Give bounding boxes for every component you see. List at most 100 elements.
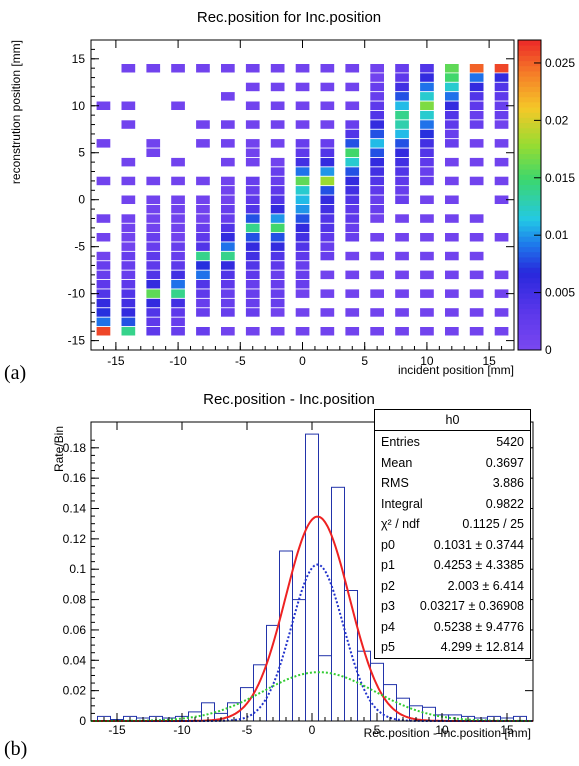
heatmap-cell	[370, 148, 384, 157]
heatmap-cell	[245, 261, 260, 270]
heatmap-cell	[469, 64, 484, 73]
heatmap-cell	[494, 176, 509, 186]
colorbar-segment	[518, 122, 541, 129]
heatmap-cell	[445, 101, 459, 110]
heatmap-cell	[345, 289, 360, 298]
colorbar-segment	[518, 164, 541, 170]
heatmap-cell	[370, 308, 384, 317]
stats-key: p1	[381, 558, 395, 572]
colorbar-segment	[518, 81, 541, 87]
histogram-x-tick-label: 10	[435, 723, 449, 737]
heatmap-cell	[445, 82, 459, 92]
histogram-y-tick-label: 0.02	[63, 684, 87, 698]
heatmap-cell	[146, 280, 161, 289]
heatmap-cell	[494, 110, 509, 120]
heatmap-cell	[270, 280, 285, 289]
heatmap-cell	[295, 308, 310, 317]
heatmap-cell	[469, 139, 484, 148]
heatmap-cell	[295, 82, 310, 92]
heatmap-cell	[171, 261, 185, 270]
stats-value: 0.03217 ± 0.36908	[419, 599, 524, 613]
heatmap-cell	[221, 139, 235, 148]
heatmap-x-tick-label: -5	[235, 354, 246, 368]
heatmap-cell	[445, 251, 459, 261]
stats-key: χ² / ndf	[381, 517, 420, 531]
heatmap-cell	[420, 120, 434, 129]
heatmap-cell	[445, 289, 459, 298]
histogram-bin	[383, 684, 397, 722]
heatmap-cell	[370, 167, 384, 176]
heatmap-cell	[121, 176, 136, 186]
stats-value: 0.9822	[485, 496, 524, 511]
colorbar-segment	[518, 189, 541, 196]
heatmap-cell	[345, 204, 360, 214]
heatmap-cell	[345, 167, 360, 176]
heatmap-cell	[320, 176, 335, 186]
heatmap-cell	[121, 195, 136, 204]
heatmap-cell	[469, 214, 484, 223]
heatmap-cell	[469, 233, 484, 242]
colorbar-segment	[518, 344, 541, 351]
heatmap-cell	[171, 176, 185, 186]
heatmap-cell	[445, 139, 459, 148]
heatmap-cell	[370, 251, 384, 261]
colorbar-segment	[518, 329, 541, 335]
heatmap-cell	[121, 317, 136, 327]
stats-row: p2 2.003 ± 6.414	[381, 578, 524, 594]
heatmap-cell	[370, 176, 384, 186]
colorbar-segment	[518, 324, 541, 330]
stats-value: 2.003 ± 6.414	[447, 578, 524, 593]
heatmap-cell	[445, 157, 459, 167]
colorbar-segment	[518, 45, 541, 51]
heatmap-x-tick-label: 15	[482, 354, 496, 368]
heatmap-cell	[295, 233, 310, 242]
heatmap-cell	[146, 148, 161, 157]
heatmap-cell	[469, 270, 484, 280]
colorbar-segment	[518, 246, 541, 253]
heatmap-y-tick-label: 15	[72, 52, 86, 66]
heatmap-cell	[146, 214, 161, 223]
heatmap-cell	[295, 139, 310, 148]
heatmap-cell	[345, 148, 360, 157]
colorbar-tick-label: 0.015	[545, 171, 575, 185]
heatmap-cell	[171, 204, 185, 214]
colorbar-segment	[518, 334, 541, 341]
heatmap-cell	[320, 195, 335, 204]
heatmap-cell	[121, 251, 136, 261]
heatmap-cell	[320, 157, 335, 167]
colorbar-segment	[518, 107, 541, 113]
heatmap-cell	[395, 101, 409, 110]
heatmap-y-tick-label: 0	[78, 193, 85, 207]
heatmap-cell	[245, 157, 260, 167]
heatmap-y-tick-label: -5	[74, 240, 85, 254]
heatmap-cell	[96, 251, 111, 261]
heatmap-cell	[196, 223, 210, 233]
heatmap-cell	[494, 64, 509, 73]
heatmap-cell	[345, 120, 360, 129]
heatmap-cell	[270, 223, 285, 233]
heatmap-cell	[196, 289, 210, 298]
heatmap-cell	[270, 270, 285, 280]
colorbar-segment	[518, 267, 541, 273]
heatmap-cell	[494, 233, 509, 242]
heatmap-cell	[420, 92, 434, 101]
heatmap-cell	[469, 251, 484, 261]
heatmap-cell	[270, 327, 285, 336]
stats-box-title: h0	[375, 410, 530, 431]
heatmap-cell	[221, 251, 235, 261]
histogram-title: Rec.position - Inc.position	[203, 391, 375, 408]
heatmap-cell	[121, 242, 136, 251]
heatmap-cell	[96, 214, 111, 223]
heatmap-cell	[121, 223, 136, 233]
heatmap-cell	[395, 157, 409, 167]
heatmap-cell	[196, 280, 210, 289]
heatmap-cell	[96, 139, 111, 148]
heatmap-cell	[395, 167, 409, 176]
heatmap-cell	[370, 129, 384, 139]
colorbar-segment	[518, 133, 541, 139]
heatmap-cell	[370, 101, 384, 110]
colorbar-segment	[518, 169, 541, 175]
histogram-bin	[318, 655, 332, 722]
heatmap-cell	[420, 129, 434, 139]
heatmap-cell	[245, 176, 260, 186]
